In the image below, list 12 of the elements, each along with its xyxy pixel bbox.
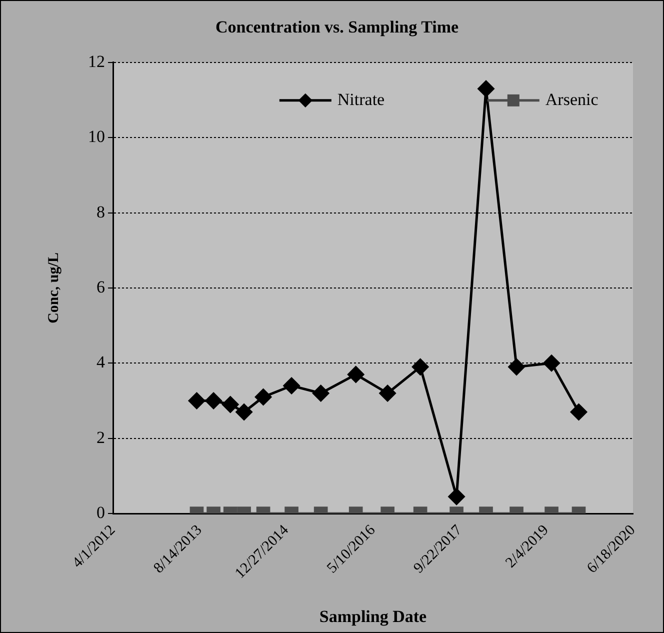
legend-label: Arsenic bbox=[545, 90, 599, 109]
x-axis-title: Sampling Date bbox=[319, 607, 428, 626]
legend-label: Nitrate bbox=[337, 90, 385, 109]
y-tick-label: 2 bbox=[96, 428, 105, 447]
chart-title: Concentration vs. Sampling Time bbox=[215, 18, 459, 37]
y-tick-label: 8 bbox=[96, 202, 105, 222]
y-tick-label: 10 bbox=[88, 127, 105, 146]
y-tick-label: 0 bbox=[96, 503, 105, 522]
y-tick-label: 12 bbox=[88, 52, 105, 71]
y-tick-label: 6 bbox=[96, 277, 105, 296]
y-tick-label: 4 bbox=[96, 352, 106, 372]
y-axis-title: Conc, ug/L bbox=[46, 252, 62, 324]
